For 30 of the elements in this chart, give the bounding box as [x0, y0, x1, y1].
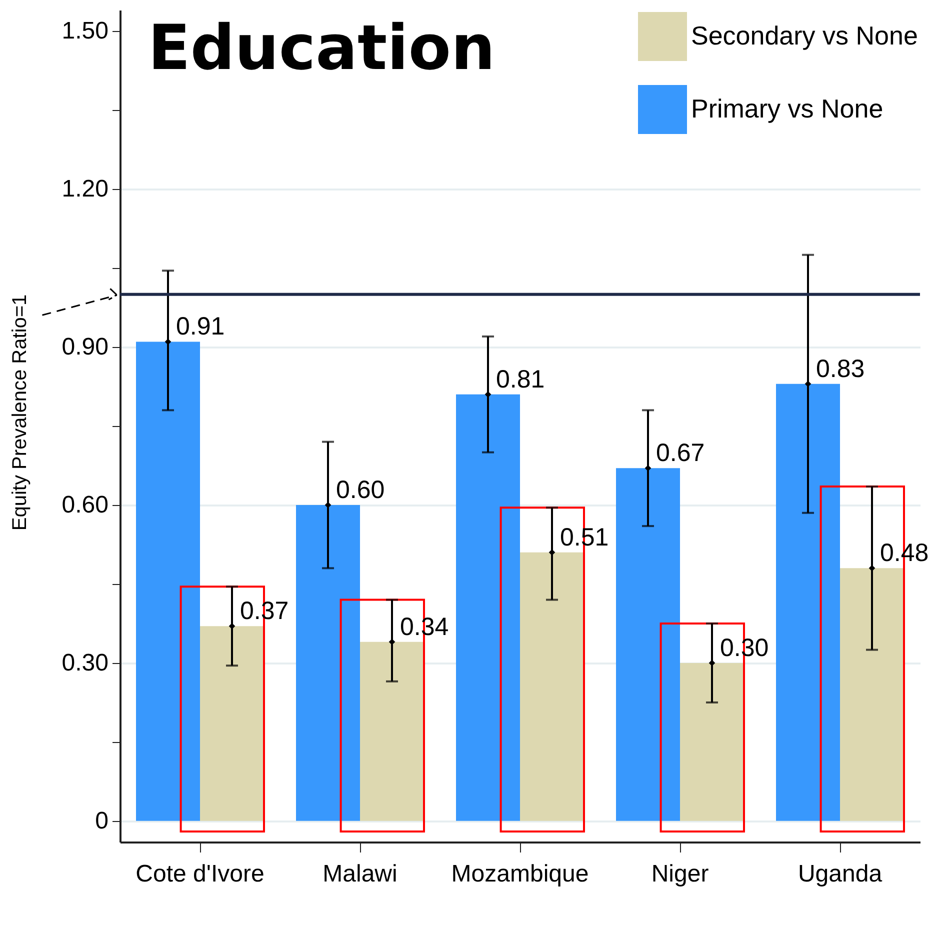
bar — [136, 342, 200, 821]
bar — [456, 394, 520, 821]
bar — [296, 504, 360, 821]
data-label: 0.67 — [656, 439, 705, 468]
x-tick-label: Mozambique — [451, 860, 589, 888]
y-tick-label: 1.50 — [62, 18, 108, 45]
data-label: 0.60 — [336, 476, 385, 504]
bar — [840, 568, 904, 821]
data-label: 0.81 — [496, 365, 545, 394]
x-tick-label: Cote d'Ivore — [136, 860, 264, 888]
bar — [200, 626, 264, 821]
bar — [776, 384, 840, 821]
y-tick-label: 1.20 — [62, 176, 108, 203]
y-tick-label: 0.30 — [62, 649, 108, 676]
x-tick-label: Malawi — [322, 860, 398, 888]
data-label: 0.91 — [176, 312, 225, 341]
chart-title: Education — [148, 11, 496, 84]
bar — [520, 552, 584, 821]
data-label: 0.83 — [816, 354, 865, 383]
legend-label: Secondary vs None — [691, 20, 918, 50]
bar — [616, 468, 680, 821]
legend-label: Primary vs None — [691, 94, 884, 124]
y-tick-label: 0.60 — [62, 491, 108, 518]
x-tick-label: Uganda — [798, 860, 883, 888]
x-tick-label: Niger — [651, 860, 709, 888]
bar — [680, 662, 744, 821]
y-tick-label: 0.90 — [62, 334, 108, 361]
y-tick-label: 0 — [95, 807, 108, 834]
bar — [360, 642, 424, 821]
text: Equity Prevalence Ratio=1 — [9, 294, 31, 531]
